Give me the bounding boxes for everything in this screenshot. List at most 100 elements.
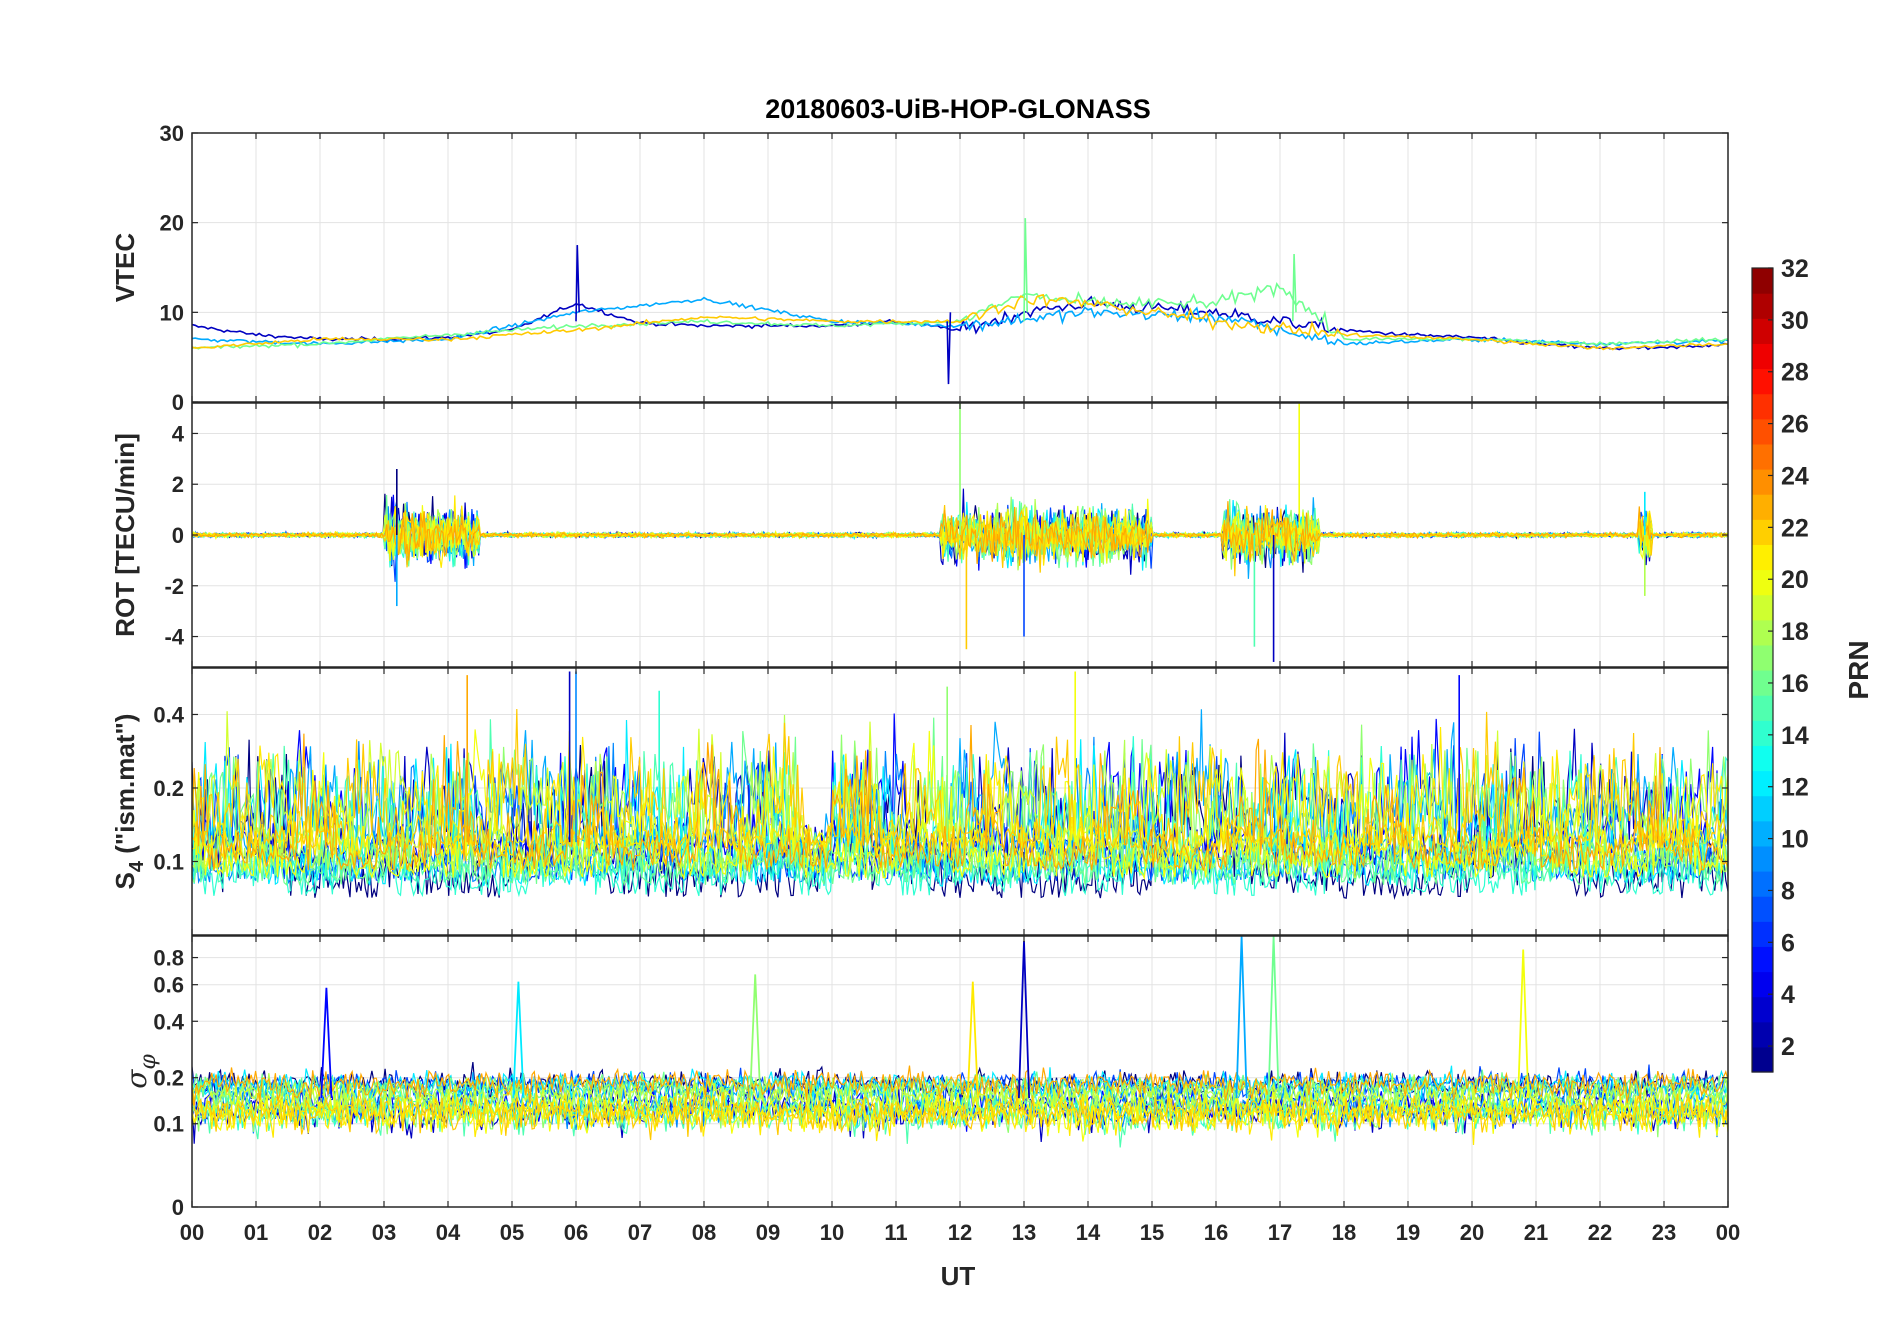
x-tick-label: 22 [1588,1220,1612,1245]
sigma-series-prn-23 [192,1065,1728,1106]
x-tick-label: 06 [564,1220,588,1245]
colorbar-band [1752,318,1773,344]
colorbar-tick-label: 8 [1781,877,1795,905]
x-tick-label: 16 [1204,1220,1228,1245]
colorbar-tick-label: 24 [1781,462,1809,490]
colorbar-tick-label: 16 [1781,670,1809,698]
colorbar-band [1752,745,1773,772]
sigma-series-prn-22 [192,1089,1728,1141]
y-axis-label: VTEC [110,233,140,303]
panel-rot: -4 -2 0 2 4 ROT [TECU/min] [110,402,1729,668]
x-tick-label: 19 [1396,1220,1420,1245]
colorbar-band [1752,268,1773,294]
colorbar-tick-label: 18 [1781,618,1809,646]
panel-sigma_phi: 0 0.1 0.2 0.4 0.60.8 σφ [120,935,1729,1220]
x-tick-label: 10 [820,1220,844,1245]
s4-series-prn-22 [192,708,1728,851]
colorbar-tick-label: 12 [1781,774,1809,802]
colorbar-band [1752,1021,1773,1048]
x-tick-label: 05 [500,1220,524,1245]
x-tick-label: 00 [180,1220,204,1245]
y-axis-label: σφ [120,1054,161,1089]
x-axis-ticks: 00 01 02 03 04 05 06 07 08 09 10 11 12 13 14 15 16 17 18 19… [180,1220,1740,1245]
colorbar-band [1752,368,1773,395]
colorbar-band [1752,971,1773,998]
x-tick-label: 15 [1140,1220,1164,1245]
colorbar-band [1752,569,1773,596]
colorbar-band [1752,770,1773,797]
colorbar-band [1752,644,1773,671]
s4-series-prn-23 [192,724,1728,872]
y-axis-label: ROT [TECU/min] [110,433,140,637]
vtec-spike [1292,254,1297,322]
colorbar-tick-label: 32 [1781,255,1809,283]
colorbar-band [1752,946,1773,973]
s4-series-prn-15 [192,719,1728,884]
x-tick-label: 21 [1524,1220,1548,1245]
y-tick-label: -4 [164,625,184,650]
y-tick-label: 0.1 [153,1112,184,1137]
s4-series-prn-20 [192,729,1728,881]
x-tick-label: 09 [756,1220,780,1245]
y-tick-label: 0.4 [153,702,184,727]
colorbar-band [1752,695,1773,721]
y-tick-label: 0.2 [153,1066,184,1091]
vtec-spike [946,312,952,385]
y-tick-label: 0.1 [153,849,184,874]
sigma-peak [1235,936,1248,1099]
x-tick-label: 00 [1716,1220,1740,1245]
colorbar-band [1752,896,1773,922]
colorbar-tick-label: 2 [1781,1033,1795,1061]
series-group [192,671,1728,900]
y-tick-label: 0 [172,1195,184,1220]
colorbar-band [1752,820,1773,847]
panel-s4: 0.1 0.2 0.4S4 ("ism.mat") [110,667,1729,936]
colorbar-band [1752,343,1773,370]
colorbar-tick-label: 14 [1781,722,1809,750]
colorbar-tick-label: 28 [1781,359,1809,387]
colorbar-band [1752,795,1773,822]
colorbar-band [1752,544,1773,571]
colorbar-band [1752,519,1773,545]
chart-title: 20180603-UiB-HOP-GLONASS [765,94,1151,124]
sigma-peak [966,981,979,1099]
series-group [192,936,1728,1148]
colorbar-tick-label: 4 [1781,981,1795,1009]
colorbar-frame [1751,267,1774,1073]
colorbar-band [1752,494,1773,520]
colorbar-band [1752,293,1773,319]
sigma-peak [1267,936,1280,1099]
x-tick-label: 18 [1332,1220,1356,1245]
y-tick-label: 0 [172,523,184,548]
colorbar-band [1752,443,1773,470]
series-group [192,218,1728,385]
y-tick-label: -2 [164,574,184,599]
x-axis-label: UT [941,1261,976,1291]
series-line-prn-3 [192,295,1728,351]
y-tick-label: 0 [172,390,184,415]
colorbar-tick-label: 22 [1781,514,1809,542]
sigma-peak [749,974,762,1099]
vtec-spike [575,245,580,322]
colorbar-tick-label: 26 [1781,411,1809,439]
x-tick-label: 12 [948,1220,972,1245]
colorbar-band [1752,619,1773,646]
y-tick-label: 4 [172,421,185,446]
colorbar-tick-label: 30 [1781,307,1809,335]
colorbar-tick-label: 6 [1781,929,1795,957]
colorbar-tick-label: 20 [1781,566,1809,594]
y-tick-label: 0.6 [153,973,184,998]
x-tick-label: 02 [308,1220,332,1245]
sigma-peak [320,987,333,1099]
colorbar-band [1752,871,1773,897]
colorbar-band [1752,670,1773,696]
colorbar-band [1752,845,1773,872]
x-tick-label: 03 [372,1220,396,1245]
colorbar-band [1752,921,1773,947]
panel-vtec: 0 10 20 30 VTEC [110,121,1729,415]
colorbar-band [1752,469,1773,495]
x-tick-label: 01 [244,1220,268,1245]
